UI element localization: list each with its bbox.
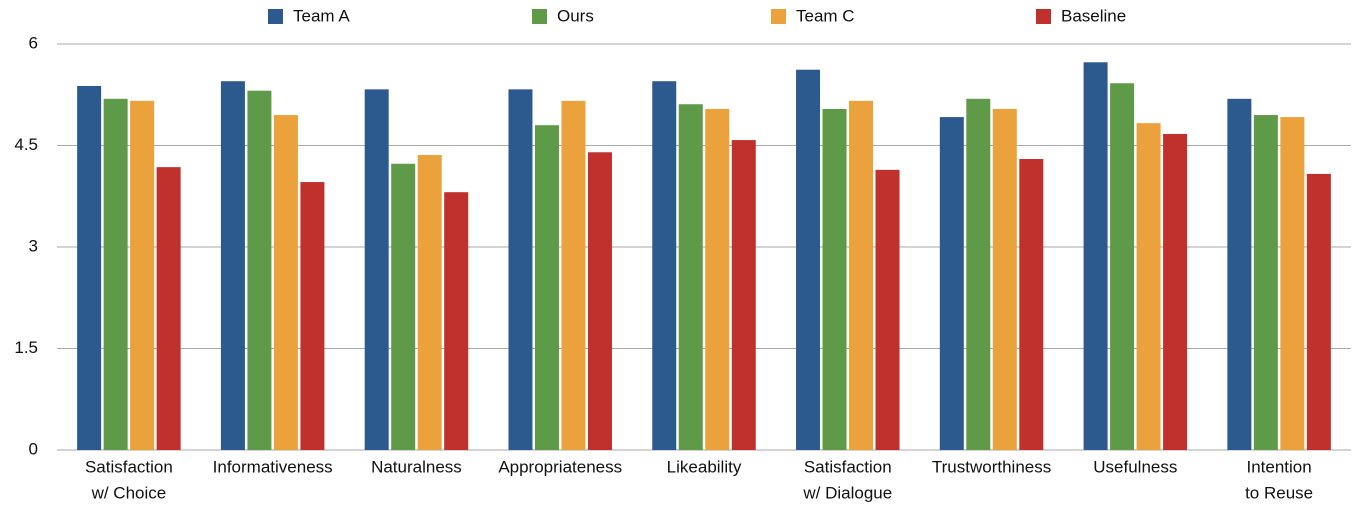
bar bbox=[130, 100, 155, 450]
x-tick-label: Satisfaction bbox=[804, 457, 892, 476]
bar bbox=[1019, 159, 1044, 451]
bar bbox=[247, 90, 272, 450]
x-tick-label: w/ Dialogue bbox=[802, 483, 892, 502]
x-tick-label: Trustworthiness bbox=[932, 457, 1051, 476]
y-tick-label: 4.5 bbox=[14, 135, 38, 154]
y-tick-label: 1.5 bbox=[14, 338, 38, 357]
y-tick-label: 3 bbox=[29, 236, 38, 255]
x-tick-label: Likeability bbox=[667, 457, 742, 476]
x-tick-label: Naturalness bbox=[371, 457, 462, 476]
y-tick-label: 0 bbox=[29, 439, 38, 458]
y-tick-label: 6 bbox=[29, 33, 38, 52]
x-tick-label: to Reuse bbox=[1245, 483, 1313, 502]
bar bbox=[534, 125, 559, 450]
legend-swatch bbox=[268, 9, 283, 24]
bar bbox=[1110, 83, 1135, 450]
legend-swatch bbox=[1036, 9, 1051, 24]
bar bbox=[1083, 62, 1108, 451]
bar bbox=[77, 85, 102, 450]
x-tick-label: Satisfaction bbox=[85, 457, 173, 476]
bar bbox=[705, 108, 730, 451]
bar bbox=[796, 69, 821, 451]
bar bbox=[220, 81, 245, 450]
legend-swatch bbox=[532, 9, 547, 24]
bar bbox=[939, 117, 964, 450]
x-tick-label: Intention bbox=[1246, 457, 1311, 476]
x-tick-label: Appropriateness bbox=[498, 457, 622, 476]
bar bbox=[1280, 117, 1305, 450]
legend-label: Baseline bbox=[1061, 6, 1126, 25]
legend-swatch bbox=[771, 9, 786, 24]
bar bbox=[1136, 123, 1161, 451]
legend-label: Team C bbox=[796, 6, 855, 25]
legend-label: Team A bbox=[293, 6, 350, 25]
bar bbox=[992, 108, 1017, 451]
bar bbox=[156, 167, 181, 451]
bar bbox=[364, 89, 389, 450]
bar bbox=[417, 154, 442, 450]
bar bbox=[849, 100, 874, 450]
bar bbox=[822, 108, 847, 451]
bar bbox=[391, 163, 416, 450]
x-tick-label: w/ Choice bbox=[91, 483, 167, 502]
bar bbox=[1227, 98, 1252, 450]
bar bbox=[587, 152, 612, 450]
bar bbox=[444, 192, 469, 450]
bar bbox=[731, 140, 756, 450]
bar bbox=[103, 98, 128, 450]
legend-label: Ours bbox=[557, 6, 594, 25]
bar bbox=[875, 169, 900, 451]
bar bbox=[1306, 173, 1331, 451]
bar bbox=[508, 89, 533, 450]
bar bbox=[652, 81, 677, 450]
bar bbox=[300, 182, 325, 451]
bar bbox=[561, 100, 586, 450]
bar bbox=[966, 98, 991, 450]
x-tick-label: Informativeness bbox=[213, 457, 333, 476]
bar bbox=[1253, 115, 1278, 451]
x-tick-label: Usefulness bbox=[1093, 457, 1177, 476]
bar bbox=[273, 115, 298, 451]
bar bbox=[678, 104, 703, 451]
bar bbox=[1163, 133, 1188, 450]
